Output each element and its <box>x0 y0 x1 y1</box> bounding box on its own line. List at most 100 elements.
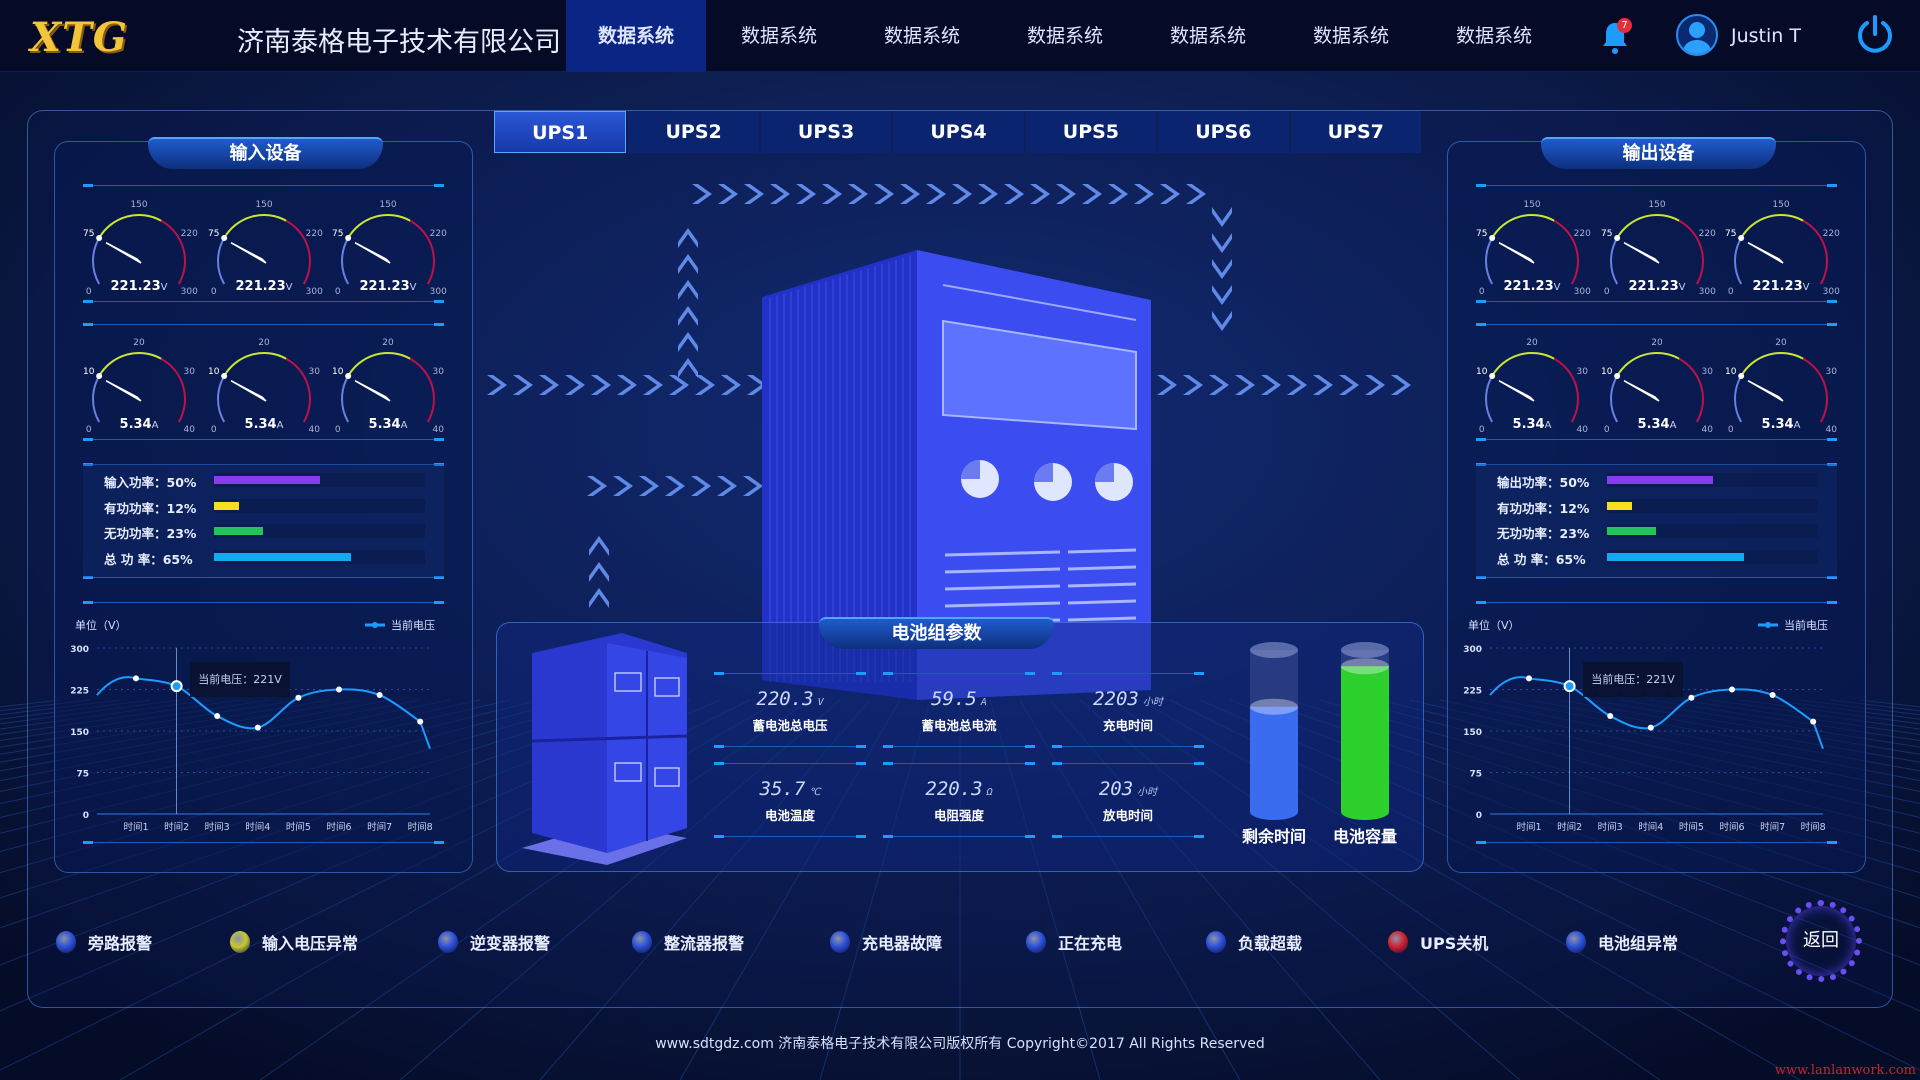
divider <box>83 438 444 441</box>
gauge-tick-label: 10 <box>1476 367 1488 377</box>
nav-item-5[interactable]: 数据系统 <box>1169 25 1246 47</box>
gauge-needle <box>1498 380 1535 402</box>
divider <box>83 841 444 844</box>
tab-ups5[interactable]: UPS5 <box>1025 111 1157 153</box>
nav-item-2[interactable]: 数据系统 <box>740 25 817 47</box>
arrow-chevron-icon <box>952 184 972 204</box>
alarm-indicator: 电池组异常 <box>1566 929 1678 955</box>
gauge-tick-label: 40 <box>184 425 196 435</box>
chart-unit-label: 单位（V） <box>1468 618 1520 632</box>
gauge-value: 5.34 <box>369 417 401 432</box>
arrow-chevron-icon <box>721 375 741 395</box>
gauge-tick-label: 20 <box>1651 338 1663 348</box>
gauge-tick-label: 220 <box>306 229 323 239</box>
gauge-tick-label: 20 <box>382 338 394 348</box>
gauge-value: 221.23 <box>1752 279 1802 294</box>
data-point[interactable] <box>1729 686 1735 693</box>
power-icon[interactable] <box>1855 14 1895 56</box>
alarm-label: 整流器报警 <box>664 934 745 953</box>
power-bar-fill <box>1607 527 1656 535</box>
data-point[interactable] <box>1647 724 1654 731</box>
arrow-chevron-icon <box>1209 375 1229 395</box>
status-light-icon <box>1026 931 1046 953</box>
data-point[interactable] <box>417 718 424 725</box>
panel-title: 输入设备 <box>148 137 383 169</box>
arrow-chevron-icon <box>926 184 946 204</box>
data-point[interactable] <box>1688 694 1695 701</box>
data-point[interactable] <box>336 686 342 693</box>
voltage-gauge: 0 75 150 220 300 221.23V <box>1601 200 1716 297</box>
tab-ups7[interactable]: UPS7 <box>1290 111 1421 153</box>
gauge-value: 5.34 <box>1638 417 1670 432</box>
arrow-chevron-icon <box>1391 375 1411 395</box>
data-point[interactable] <box>1607 713 1614 720</box>
gauge-tick-label: 220 <box>181 229 198 239</box>
data-point[interactable] <box>214 713 221 720</box>
data-point[interactable] <box>1769 692 1776 699</box>
data-point[interactable] <box>1563 680 1576 693</box>
chart-legend[interactable]: 当前电压 <box>391 618 435 632</box>
gauge-tick-label: 150 <box>130 200 147 210</box>
arrow-chevron-icon <box>1030 184 1050 204</box>
gauge-tick-label: 40 <box>1577 425 1589 435</box>
chart-tooltip <box>1583 662 1683 697</box>
nav-item-3[interactable]: 数据系统 <box>883 25 960 47</box>
power-bar-label: 无功功率：23% <box>104 526 197 541</box>
tab-ups3[interactable]: UPS3 <box>760 111 892 153</box>
arrow-chevron-icon <box>539 375 559 395</box>
gauge-tick-label: 75 <box>1725 229 1736 239</box>
status-light-icon <box>230 931 250 953</box>
divider <box>1052 762 1204 765</box>
nav-item-4[interactable]: 数据系统 <box>1026 25 1103 47</box>
data-point[interactable] <box>133 675 139 682</box>
arrow-chevron-icon <box>900 184 920 204</box>
chart-legend[interactable]: 当前电压 <box>1784 618 1828 632</box>
arrow-chevron-icon <box>1056 184 1076 204</box>
arrow-chevron-icon <box>1287 375 1307 395</box>
gauge-tick-label: 0 <box>1604 425 1610 435</box>
back-button[interactable]: 返回 <box>1780 900 1862 982</box>
param-label: 蓄电池总电压 <box>752 718 828 733</box>
nav-item-6[interactable]: 数据系统 <box>1312 25 1389 47</box>
divider <box>1476 576 1837 579</box>
nav-item-1[interactable]: 数据系统 <box>566 0 706 72</box>
status-light-icon <box>438 931 458 953</box>
user-avatar-icon[interactable] <box>1676 14 1718 56</box>
gauge-tick-label: 30 <box>309 367 321 377</box>
data-point[interactable] <box>254 724 261 731</box>
x-tick-label: 时间5 <box>1679 821 1704 833</box>
arrow-chevron-icon <box>678 306 698 326</box>
data-point[interactable] <box>1810 718 1817 725</box>
y-tick-label: 300 <box>1463 645 1482 655</box>
voltage-gauge: 0 75 150 220 300 221.23V <box>1725 200 1840 297</box>
tab-ups6[interactable]: UPS6 <box>1158 111 1289 153</box>
y-tick-label: 0 <box>83 811 89 821</box>
divider <box>83 323 444 326</box>
gauge-tick-label: 300 <box>1574 287 1591 297</box>
power-bar-fill <box>214 552 352 561</box>
data-point[interactable] <box>1526 675 1532 682</box>
nav-item-7[interactable]: 数据系统 <box>1455 25 1532 47</box>
battery-cabinet-icon <box>522 633 688 865</box>
arrow-chevron-icon <box>1183 375 1203 395</box>
gauge-unit: V <box>161 282 168 293</box>
gauge-tick-label: 20 <box>133 338 145 348</box>
data-point[interactable] <box>170 680 183 693</box>
data-point[interactable] <box>376 692 383 699</box>
voltage-gauge: 0 75 150 220 300 221.23V <box>1476 200 1591 297</box>
notification-badge: 7 <box>1617 18 1632 33</box>
arrow-chevron-icon <box>718 184 738 204</box>
svg-text:5.34A: 5.34A <box>1513 417 1552 432</box>
tab-ups1[interactable]: UPS1 <box>494 111 627 153</box>
x-tick-label: 时间7 <box>1760 821 1785 833</box>
param-unit: A <box>980 697 987 708</box>
data-point[interactable] <box>295 694 302 701</box>
svg-text:221.23V: 221.23V <box>235 279 292 294</box>
user-name[interactable]: Justin T <box>1731 25 1801 47</box>
power-bar-track <box>214 549 425 564</box>
tab-ups4[interactable]: UPS4 <box>893 111 1024 153</box>
gauge-tick-label: 10 <box>83 367 95 377</box>
param-unit: 小时 <box>1142 697 1163 708</box>
x-tick-label: 时间2 <box>164 821 189 833</box>
tab-ups2[interactable]: UPS2 <box>628 111 759 153</box>
